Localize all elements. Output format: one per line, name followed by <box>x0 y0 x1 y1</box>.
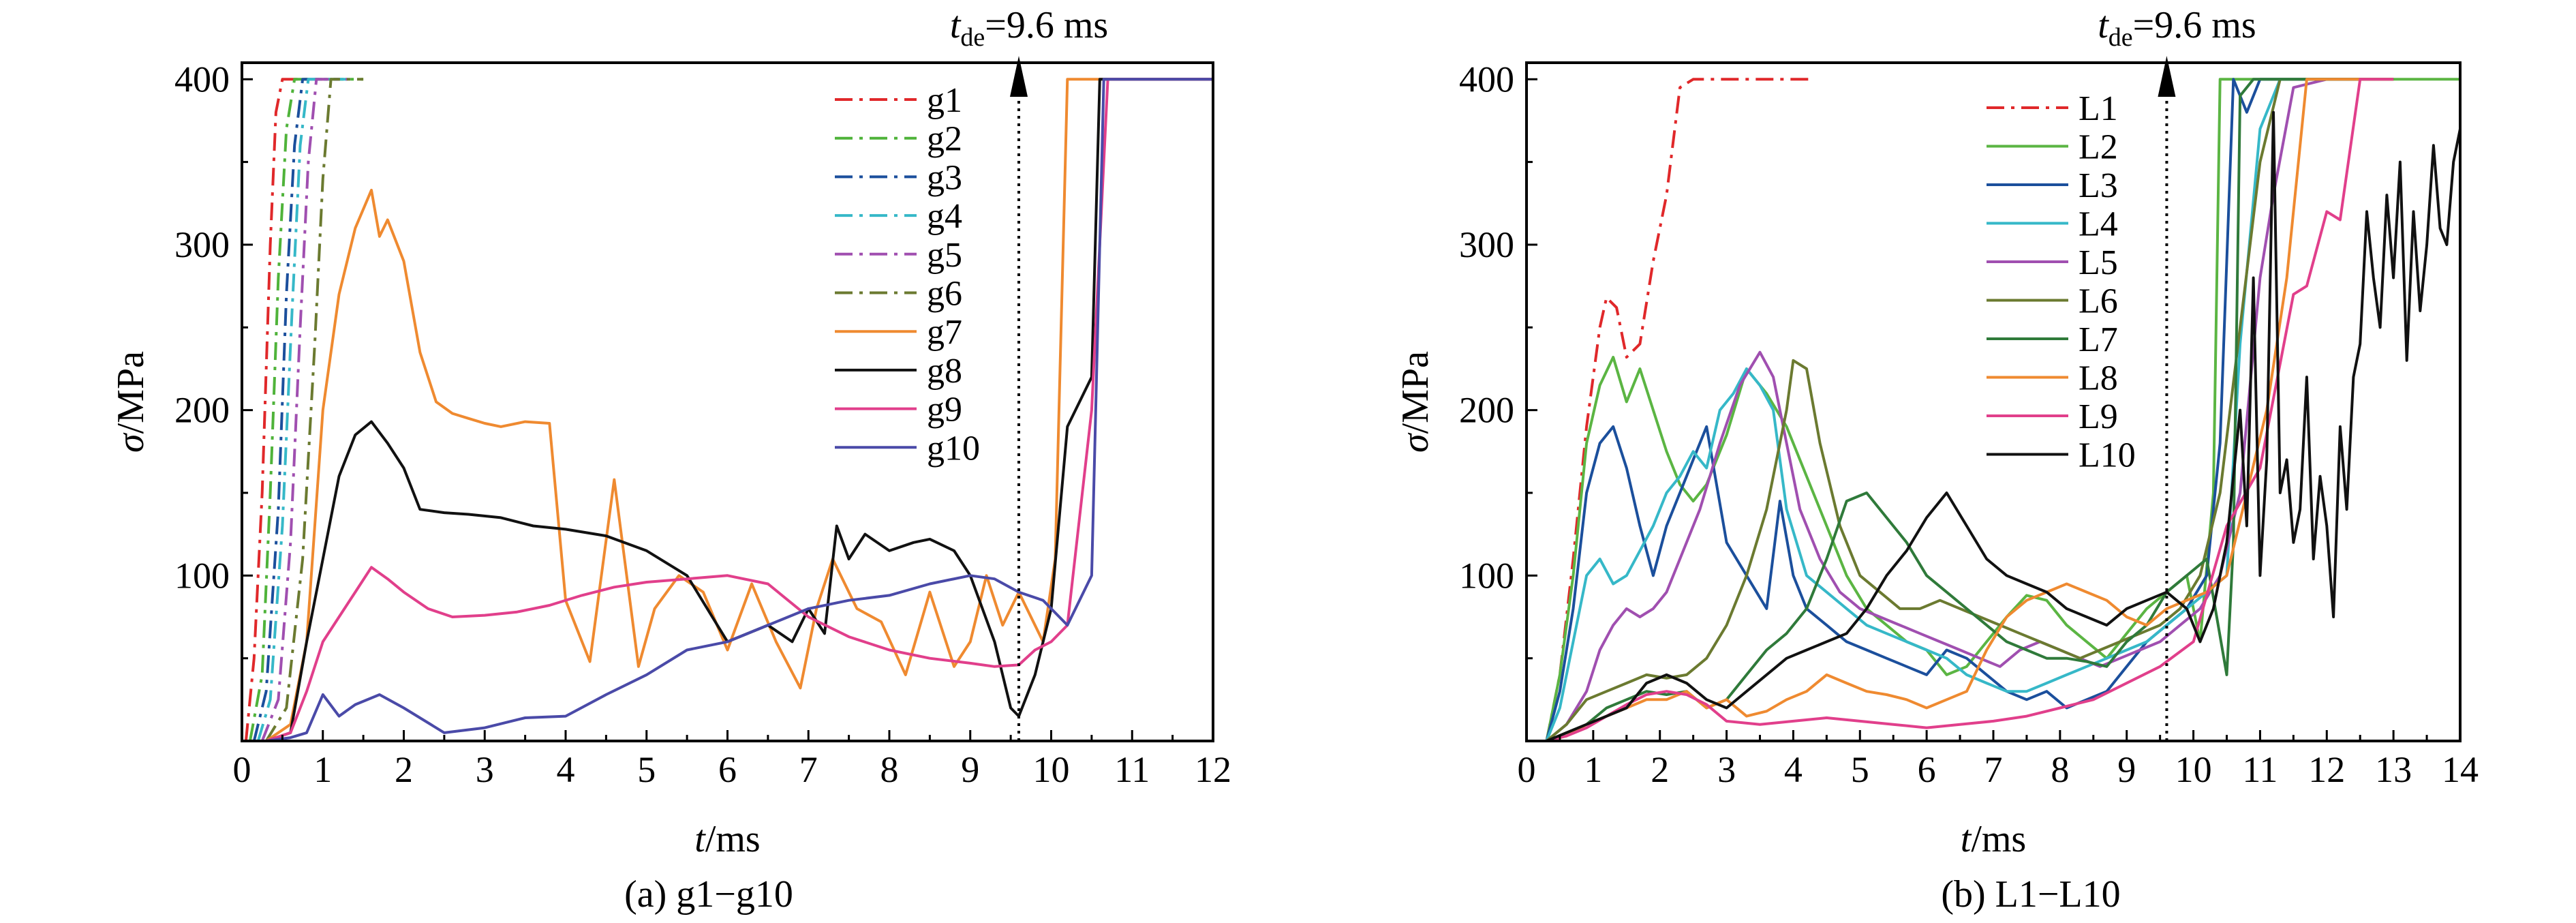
series-line-g7 <box>265 78 1213 742</box>
series-line-L1 <box>1545 78 1813 742</box>
series-line-g6 <box>264 78 364 742</box>
series-line-L4 <box>1545 78 2394 742</box>
legend-label-g9: g9 <box>927 391 962 429</box>
x-tick-label: 13 <box>2375 749 2412 790</box>
marker-arrow <box>1010 56 1028 97</box>
x-tick-label: 2 <box>1651 749 1669 790</box>
x-tick-label: 3 <box>1717 749 1736 790</box>
x-tick-label: 6 <box>1918 749 1936 790</box>
legend-label-g5: g5 <box>927 236 962 275</box>
legend-label-L1: L1 <box>2079 89 2118 128</box>
legend-label-L5: L5 <box>2079 243 2118 282</box>
legend-label-L9: L9 <box>2079 397 2118 436</box>
series-line-g5 <box>260 78 348 742</box>
y-tick-label: 300 <box>1459 224 1514 265</box>
y-tick-label: 100 <box>174 555 230 596</box>
x-tick-label: 8 <box>880 749 899 790</box>
panel-caption: (a) g1−g10 <box>624 873 793 916</box>
legend-label-g8: g8 <box>927 352 962 391</box>
x-tick-label: 3 <box>476 749 494 790</box>
legend-label-g7: g7 <box>927 313 962 352</box>
legend-label-g3: g3 <box>927 158 962 197</box>
panel-g: 0 1 2 3 4 5 6 7 8 9 10 11 12100200300400t/msσ/MPatde… <box>110 4 1231 916</box>
legend-label-g10: g10 <box>927 429 980 468</box>
y-axis-label: σ/MPa <box>1394 351 1437 453</box>
y-tick-label: 100 <box>1459 555 1514 596</box>
x-tick-label: 0 <box>1518 749 1536 790</box>
legend-label-L10: L10 <box>2079 436 2136 475</box>
x-tick-label: 14 <box>2442 749 2479 790</box>
legend-label-L2: L2 <box>2079 128 2118 167</box>
x-axis-label: t/ms <box>1961 818 2026 860</box>
x-tick-label: 1 <box>313 749 332 790</box>
x-tick-label: 5 <box>1851 749 1869 790</box>
x-tick-label: 12 <box>2308 749 2345 790</box>
legend-label-g1: g1 <box>927 81 962 120</box>
legend-label-g4: g4 <box>927 197 962 236</box>
x-tick-label: 2 <box>395 749 413 790</box>
panel-caption: (b) L1−L10 <box>1941 873 2120 916</box>
series-line-g10 <box>266 78 1213 742</box>
x-tick-label: 9 <box>2117 749 2136 790</box>
x-tick-label: 10 <box>2175 749 2212 790</box>
x-tick-label: 6 <box>718 749 737 790</box>
y-tick-label: 300 <box>174 224 230 265</box>
x-tick-label: 11 <box>1114 749 1150 790</box>
x-tick-label: 11 <box>2242 749 2278 790</box>
series-line-L5 <box>1546 78 2394 742</box>
legend-label-g2: g2 <box>927 120 962 159</box>
series-line-g4 <box>256 78 348 742</box>
legend-label-L6: L6 <box>2079 282 2118 321</box>
x-tick-label: 1 <box>1584 749 1602 790</box>
x-tick-label: 0 <box>233 749 251 790</box>
series-line-g8 <box>265 78 1213 742</box>
marker-annotation: tde=9.6 ms <box>2098 4 2256 52</box>
y-tick-label: 200 <box>174 390 230 431</box>
y-tick-label: 400 <box>1459 59 1514 100</box>
x-tick-label: 9 <box>961 749 979 790</box>
legend-label-g6: g6 <box>927 275 962 314</box>
series-line-L9 <box>1546 78 2394 742</box>
x-tick-label: 8 <box>2051 749 2069 790</box>
x-tick-label: 10 <box>1033 749 1070 790</box>
x-tick-label: 4 <box>557 749 575 790</box>
marker-arrow <box>2158 56 2176 97</box>
series-line-g1 <box>244 78 323 742</box>
x-tick-label: 12 <box>1195 749 1231 790</box>
y-tick-label: 400 <box>174 59 230 100</box>
x-tick-label: 5 <box>637 749 656 790</box>
x-tick-label: 4 <box>1784 749 1803 790</box>
legend-label-L3: L3 <box>2079 166 2118 205</box>
series-line-L10 <box>1546 110 2462 742</box>
marker-annotation: tde=9.6 ms <box>950 4 1108 52</box>
panel-l: 0 1 2 3 4 5 6 7 8 9 10 11 12 13 14100200300400t/msσ/MP… <box>1394 4 2479 916</box>
x-tick-label: 7 <box>799 749 818 790</box>
legend-label-L7: L7 <box>2079 320 2118 359</box>
legend-label-L4: L4 <box>2079 205 2118 244</box>
legend-label-L8: L8 <box>2079 359 2118 398</box>
x-axis-label: t/ms <box>694 818 760 860</box>
y-axis-label: σ/MPa <box>110 351 152 453</box>
y-tick-label: 200 <box>1459 390 1514 431</box>
x-tick-label: 7 <box>1984 749 2003 790</box>
series-line-g9 <box>265 78 1213 742</box>
series-line-L2 <box>1545 78 2460 742</box>
series-line-g3 <box>252 78 339 742</box>
